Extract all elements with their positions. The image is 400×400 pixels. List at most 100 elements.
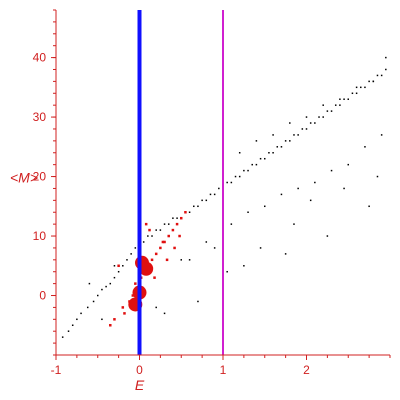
data-point bbox=[178, 234, 181, 238]
y-tick-label: 30 bbox=[33, 110, 47, 124]
data-point bbox=[97, 294, 99, 297]
data-point bbox=[205, 199, 208, 202]
data-point bbox=[109, 324, 112, 327]
data-point bbox=[155, 306, 157, 309]
data-point bbox=[234, 175, 237, 178]
y-tick-label: 20 bbox=[33, 170, 47, 184]
data-point bbox=[171, 228, 175, 232]
data-point bbox=[355, 86, 358, 89]
data-point bbox=[180, 259, 182, 261]
data-point bbox=[251, 163, 253, 166]
data-point bbox=[113, 265, 116, 267]
data-point bbox=[255, 163, 258, 166]
data-point bbox=[314, 181, 316, 184]
data-point bbox=[297, 187, 299, 190]
data-point bbox=[309, 199, 312, 202]
data-point bbox=[131, 294, 135, 297]
data-point bbox=[188, 211, 191, 213]
data-point bbox=[101, 318, 103, 321]
data-point bbox=[205, 241, 208, 243]
data-point bbox=[175, 222, 179, 226]
data-point bbox=[276, 146, 279, 148]
data-point bbox=[134, 247, 137, 249]
data-point bbox=[243, 169, 245, 172]
data-point bbox=[80, 312, 82, 315]
data-point bbox=[339, 104, 341, 106]
data-point bbox=[230, 181, 233, 184]
data-point bbox=[139, 261, 154, 276]
data-point bbox=[167, 223, 170, 225]
data-point bbox=[247, 211, 249, 213]
data-point bbox=[259, 247, 262, 249]
data-point bbox=[280, 193, 283, 196]
data-point bbox=[330, 169, 333, 172]
data-point bbox=[193, 205, 195, 208]
data-point bbox=[318, 116, 320, 118]
data-point bbox=[230, 223, 233, 225]
data-point bbox=[226, 270, 228, 273]
data-point bbox=[159, 246, 162, 250]
data-point bbox=[165, 258, 169, 262]
data-point bbox=[293, 134, 295, 136]
data-point bbox=[105, 285, 107, 288]
data-point bbox=[176, 217, 178, 219]
data-point bbox=[264, 205, 266, 208]
data-point bbox=[330, 110, 333, 112]
data-point bbox=[243, 265, 245, 267]
data-point bbox=[76, 318, 78, 321]
data-point bbox=[355, 92, 358, 95]
data-point bbox=[368, 80, 370, 83]
data-point bbox=[284, 140, 287, 142]
data-point bbox=[61, 336, 64, 338]
data-point bbox=[284, 253, 287, 255]
data-point bbox=[209, 193, 212, 196]
data-point bbox=[101, 288, 103, 291]
data-point bbox=[376, 175, 379, 178]
data-point bbox=[380, 74, 383, 77]
data-point bbox=[305, 116, 308, 118]
data-point bbox=[173, 246, 176, 250]
data-point bbox=[150, 258, 154, 262]
data-point bbox=[343, 187, 345, 190]
data-point bbox=[272, 134, 274, 136]
data-point bbox=[201, 199, 203, 202]
data-point bbox=[88, 282, 91, 285]
data-point bbox=[67, 330, 70, 332]
data-point bbox=[385, 56, 387, 59]
data-point bbox=[144, 222, 148, 226]
data-point bbox=[172, 217, 174, 219]
data-point bbox=[197, 300, 199, 303]
data-point bbox=[113, 276, 116, 279]
data-point bbox=[326, 235, 329, 237]
data-point bbox=[326, 110, 329, 112]
data-point bbox=[134, 282, 137, 285]
data-point bbox=[264, 157, 266, 160]
data-point bbox=[322, 116, 324, 118]
data-point bbox=[351, 92, 354, 95]
data-point bbox=[368, 205, 370, 208]
data-point bbox=[163, 312, 166, 315]
data-point bbox=[161, 240, 165, 244]
x-tick-label: 2 bbox=[303, 363, 310, 377]
data-point bbox=[343, 98, 345, 100]
data-point bbox=[159, 229, 162, 231]
data-point bbox=[376, 74, 379, 77]
data-point bbox=[122, 265, 124, 267]
data-point bbox=[385, 68, 387, 71]
data-point bbox=[163, 240, 166, 244]
data-point bbox=[289, 140, 291, 142]
data-point bbox=[167, 234, 170, 238]
data-point bbox=[255, 140, 258, 142]
data-point bbox=[297, 134, 299, 136]
x-axis-title: E bbox=[135, 377, 145, 393]
data-point bbox=[180, 216, 183, 220]
data-point bbox=[117, 270, 120, 273]
data-point bbox=[71, 324, 74, 327]
data-point bbox=[293, 223, 295, 225]
data-point bbox=[126, 259, 128, 261]
data-point bbox=[280, 146, 283, 148]
data-point bbox=[268, 152, 270, 154]
data-point bbox=[339, 98, 341, 100]
